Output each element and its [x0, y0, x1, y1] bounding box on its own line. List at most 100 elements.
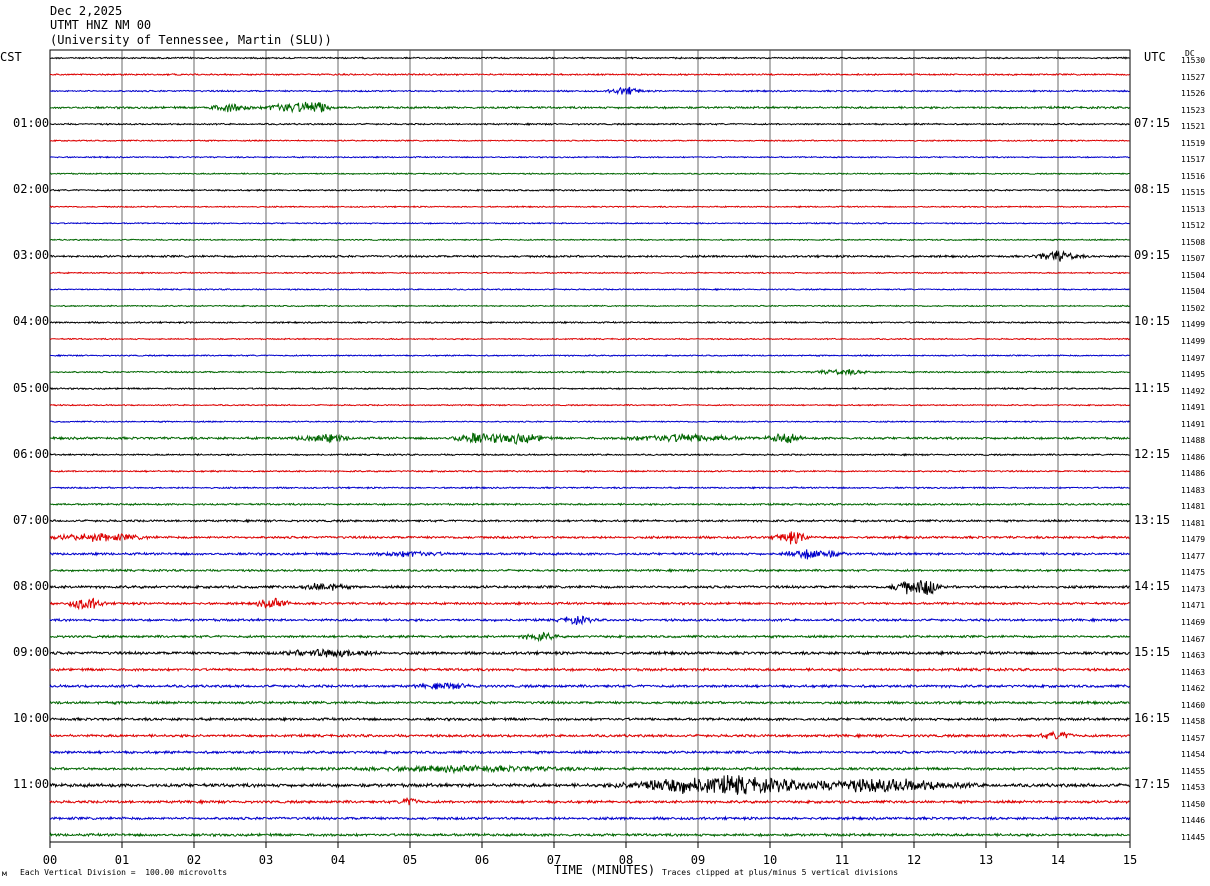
x-tick-label: 07 — [546, 853, 562, 867]
trace-row — [49, 568, 1130, 574]
dc-offset-label: 11507 — [1181, 254, 1206, 264]
trace-row — [49, 452, 1130, 457]
clip-note: Traces clipped at plus/minus 5 vertical … — [662, 868, 899, 877]
utc-hour-label: 09:15 — [1134, 248, 1171, 263]
trace-row — [49, 730, 1130, 740]
utc-hour-label: 12:15 — [1134, 446, 1171, 461]
dc-offset-label: 11526 — [1181, 89, 1206, 99]
cst-hour-label: 08:00 — [13, 578, 50, 593]
trace-row — [49, 631, 1130, 643]
x-tick-label: 09 — [690, 853, 706, 867]
dc-offset-label: 11515 — [1181, 188, 1206, 198]
dc-offset-label: 11527 — [1181, 72, 1206, 82]
dc-offset-label: 11491 — [1181, 419, 1206, 429]
dc-offset-label: 11458 — [1181, 717, 1206, 727]
trace-row — [49, 716, 1130, 723]
dc-offset-label: 11483 — [1181, 485, 1206, 495]
dc-offset-label: 11488 — [1181, 436, 1206, 446]
dc-offset-label: 11492 — [1181, 386, 1206, 396]
trace-row — [49, 122, 1130, 127]
dc-offset-label: 11479 — [1181, 535, 1206, 545]
cst-hour-label: 07:00 — [13, 512, 50, 527]
x-tick-label: 04 — [330, 853, 346, 867]
trace-row — [49, 138, 1130, 143]
trace-row — [49, 386, 1130, 391]
cst-hour-label: 04:00 — [13, 314, 50, 329]
trace-row — [49, 155, 1130, 159]
x-tick-label: 14 — [1050, 853, 1066, 867]
trace-row — [49, 681, 1130, 690]
utc-hour-label: 13:15 — [1134, 512, 1171, 527]
cst-hour-label: 10:00 — [13, 711, 50, 726]
dc-offset-label: 11499 — [1181, 320, 1206, 330]
x-tick-label: 05 — [402, 853, 418, 867]
trace-row — [49, 775, 1130, 795]
trace-row — [49, 749, 1130, 755]
trace-row — [49, 485, 1130, 490]
trace-row — [49, 648, 1130, 659]
dc-offset-label: 11512 — [1181, 221, 1206, 231]
utc-hour-label: 15:15 — [1134, 645, 1171, 660]
trace-row — [49, 518, 1130, 524]
trace-row — [49, 354, 1130, 358]
trace-row — [49, 615, 1130, 626]
dc-offset-label: 11516 — [1181, 171, 1206, 181]
left-timezone-label: CST — [0, 50, 22, 64]
trace-row — [49, 797, 1130, 806]
x-tick-label: 01 — [114, 853, 130, 867]
trace-row — [49, 597, 1130, 611]
cst-hour-label: 06:00 — [13, 446, 50, 461]
trace-row — [49, 320, 1130, 325]
dc-offset-label: 11457 — [1181, 733, 1206, 743]
trace-row — [49, 469, 1130, 473]
utc-hour-label: 17:15 — [1134, 777, 1171, 792]
x-tick-label: 02 — [186, 853, 202, 867]
x-tick-label: 03 — [258, 853, 274, 867]
dc-offset-label: 11462 — [1181, 684, 1206, 694]
dc-offset-label: 11491 — [1181, 403, 1206, 413]
dc-offset-label: 11486 — [1181, 452, 1206, 462]
x-tick-label: 06 — [474, 853, 490, 867]
header-institution: (University of Tennessee, Martin (SLU)) — [50, 33, 332, 47]
dc-offset-label: 11471 — [1181, 601, 1206, 611]
dc-offset-label: 11467 — [1181, 634, 1206, 644]
trace-row — [49, 86, 1130, 96]
trace-row — [49, 832, 1130, 838]
cst-hour-label: 01:00 — [13, 116, 50, 131]
dc-offset-label: 11486 — [1181, 469, 1206, 479]
utc-hour-label: 07:15 — [1134, 116, 1171, 131]
trace-row — [49, 420, 1130, 424]
dc-offset-label: 11450 — [1181, 799, 1206, 809]
dc-column-header: DC — [1185, 49, 1195, 58]
dc-offset-label: 11508 — [1181, 237, 1206, 247]
cst-hour-label: 09:00 — [13, 645, 50, 660]
dc-offset-label: 11463 — [1181, 667, 1206, 677]
trace-row — [49, 238, 1130, 242]
trace-row — [49, 699, 1130, 706]
dc-offset-label: 11477 — [1181, 551, 1206, 561]
dc-offset-label: 11497 — [1181, 353, 1206, 363]
utc-hour-label: 16:15 — [1134, 711, 1171, 726]
trace-row — [49, 337, 1130, 341]
trace-row — [49, 101, 1130, 114]
dc-offset-label: 11445 — [1181, 832, 1206, 842]
dc-offset-label: 11502 — [1181, 303, 1206, 313]
trace-row — [49, 531, 1130, 545]
x-tick-label: 13 — [978, 853, 994, 867]
dc-offset-label: 11495 — [1181, 370, 1206, 380]
cst-hour-label: 05:00 — [13, 380, 50, 395]
trace-row — [49, 502, 1130, 507]
dc-offset-label: 11521 — [1181, 122, 1206, 132]
utc-hour-label: 08:15 — [1134, 182, 1171, 197]
x-tick-label: 00 — [42, 853, 58, 867]
trace-row — [49, 172, 1130, 176]
trace-row — [49, 549, 1130, 560]
x-tick-label: 12 — [906, 853, 922, 867]
trace-row — [49, 764, 1130, 775]
dc-offset-label: 11453 — [1181, 783, 1206, 793]
corner-mark: м — [2, 869, 7, 878]
dc-offset-label: 11475 — [1181, 568, 1206, 578]
trace-row — [49, 56, 1130, 60]
cst-hour-label: 11:00 — [13, 777, 50, 792]
